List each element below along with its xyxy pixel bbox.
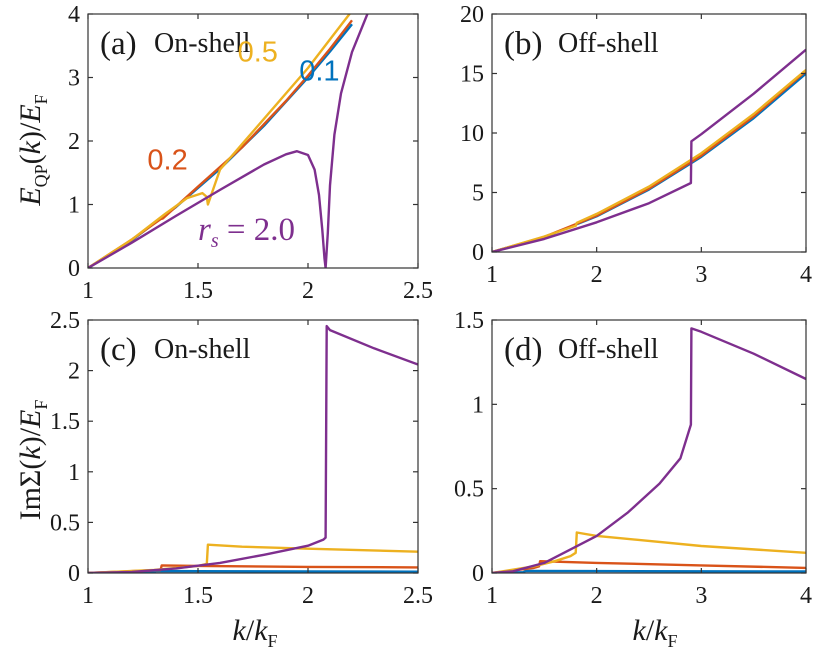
- y-tick-label-b: 15: [460, 62, 484, 88]
- y-tick-label-d: 1.5: [454, 308, 484, 334]
- series-line-d-rs-2_0: [492, 327, 806, 573]
- x-tick-label-a: 1.5: [183, 278, 213, 304]
- y-tick-label-c: 0.5: [50, 510, 80, 536]
- ylabel-bottom: ImΣ(k)/EF: [14, 400, 51, 521]
- y-tick-label-c: 1: [68, 460, 80, 486]
- y-tick-label-b: 5: [472, 181, 484, 207]
- y-tick-label-d: 0.5: [454, 477, 484, 503]
- panel-subtitle-d: Off-shell: [558, 334, 659, 365]
- x-tick-label-b: 4: [800, 262, 812, 288]
- axes-frame-d: [491, 319, 807, 574]
- panel-d: 1 2 3 4 0 0.5 1 1.5 (d) Off-shell: [454, 308, 812, 609]
- y-tick-label-c: 2: [68, 359, 80, 385]
- series-group-a: [88, 14, 369, 268]
- y-tick-label-d: 0: [472, 561, 484, 587]
- annotation-rs-0_5: 0.5: [238, 37, 278, 69]
- y-tick-label-b: 10: [460, 121, 484, 147]
- panel-label-b: (b): [504, 26, 542, 62]
- x-tick-label-b: 2: [591, 262, 603, 288]
- series-line-a-rs-0_5: [88, 14, 352, 268]
- panel-subtitle-b: Off-shell: [558, 28, 659, 59]
- y-tick-label-c: 1.5: [50, 409, 80, 435]
- y-tick-label-c: 0: [68, 561, 80, 587]
- axes-frame-c: [87, 319, 419, 574]
- y-tick-label-a: 0: [68, 256, 80, 282]
- x-tick-label-c: 1.5: [183, 583, 213, 609]
- series-line-c-rs-2_0: [88, 324, 418, 573]
- series-line-b-rs-0_1: [492, 72, 806, 252]
- y-tick-label-b: 0: [472, 240, 484, 266]
- series-line-a-rs-2_0: [88, 14, 369, 268]
- series-group-d: [492, 327, 806, 573]
- panel-c: 1 1.5 2 2.5 0 0.5 1 1.5 2 2.5 (c) On-shell: [50, 308, 433, 609]
- series-line-b-rs-0_5: [492, 68, 806, 252]
- xlabel-right: k/kF: [632, 614, 677, 651]
- x-tick-label-c: 2: [302, 583, 314, 609]
- y-tick-label-a: 1: [68, 193, 80, 219]
- series-line-d-rs-0_2: [492, 560, 806, 573]
- panel-b: 1 2 3 4 0 5 10 15 20 (b) Off-shell: [460, 2, 812, 288]
- panel-label-a: (a): [100, 26, 137, 62]
- x-tick-label-d: 4: [800, 583, 812, 609]
- y-tick-label-b: 20: [460, 2, 484, 28]
- series-line-d-rs-0_1: [492, 569, 806, 573]
- y-tick-label-d: 1: [472, 392, 484, 418]
- x-tick-label-b: 3: [695, 262, 707, 288]
- x-tick-label-c: 2.5: [403, 583, 433, 609]
- annotation-rs-0_1: 0.1: [299, 56, 339, 88]
- series-group-b: [492, 48, 806, 252]
- panel-subtitle-c: On-shell: [154, 334, 251, 365]
- y-tick-label-a: 2: [68, 129, 80, 155]
- x-tick-label-a: 2.5: [403, 278, 433, 304]
- x-tick-label-d: 3: [695, 583, 707, 609]
- xlabel-left: k/kF: [232, 614, 277, 651]
- annotation-rs-2_0: rs = 2.0: [198, 212, 295, 252]
- series-line-c-rs-0_5: [88, 543, 418, 573]
- panel-label-d: (d): [504, 332, 542, 368]
- panel-label-c: (c): [100, 332, 137, 368]
- series-group-c: [88, 324, 418, 573]
- y-tick-label-a: 3: [68, 66, 80, 92]
- annotation-rs-0_2: 0.2: [147, 145, 187, 177]
- x-tick-label-b: 1: [486, 262, 498, 288]
- x-tick-label-a: 2: [302, 278, 314, 304]
- y-tick-label-a: 4: [68, 2, 80, 28]
- y-tick-label-c: 2.5: [50, 308, 80, 334]
- x-tick-label-a: 1: [82, 278, 94, 304]
- panel-subtitle-a: On-shell: [154, 28, 251, 59]
- series-line-b-rs-2_0: [492, 48, 806, 252]
- series-line-c-rs-0_1: [88, 569, 418, 573]
- ylabel-top: EQP(k)/EF: [14, 94, 51, 206]
- x-tick-label-d: 2: [591, 583, 603, 609]
- x-tick-label-d: 1: [486, 583, 498, 609]
- series-line-b-rs-0_2: [492, 70, 806, 252]
- x-tick-label-c: 1: [82, 583, 94, 609]
